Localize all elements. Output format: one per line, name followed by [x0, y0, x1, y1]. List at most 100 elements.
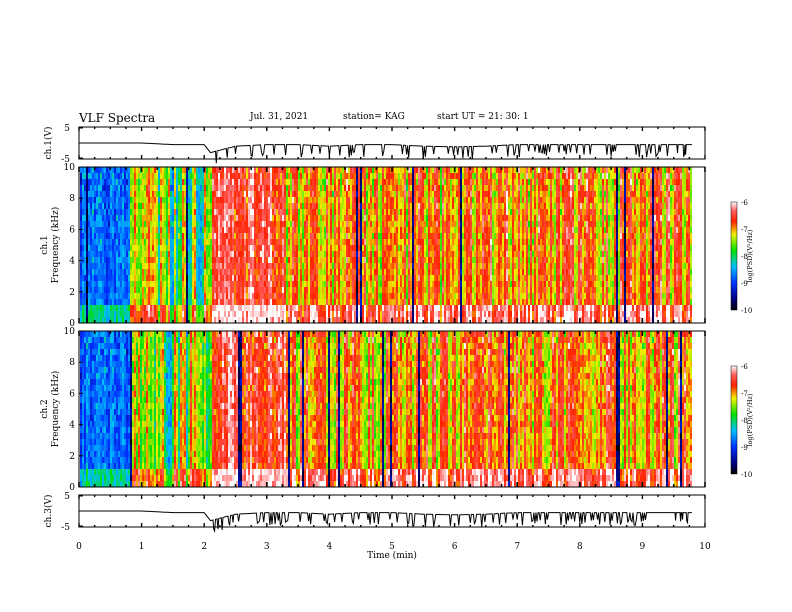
ch1-cell	[194, 227, 196, 234]
ch1-cell	[376, 221, 378, 228]
ch1-cell	[96, 173, 98, 180]
ch1-cell	[362, 203, 364, 210]
ch1-cell	[372, 179, 374, 186]
ch1-cell	[104, 179, 106, 186]
ch1-cell	[290, 263, 292, 270]
ch1-cell	[242, 245, 244, 252]
ch1-cell	[348, 197, 350, 204]
ch1-cell	[94, 269, 96, 276]
ch1-cell	[180, 197, 182, 204]
ch1-cell	[304, 215, 306, 222]
ch1-cell	[362, 197, 364, 204]
ch1-cell	[446, 287, 448, 294]
ch1-cell	[410, 293, 412, 300]
ch1-cell	[248, 227, 250, 234]
ch1-cell	[392, 167, 394, 174]
ch1-cell	[328, 275, 330, 282]
ch1-cell	[194, 269, 196, 276]
ch1-cell	[288, 263, 290, 270]
ch1-cell	[334, 305, 336, 312]
ch1-cell	[434, 293, 436, 300]
ch1-cell	[296, 305, 298, 312]
ch1-cell	[80, 287, 82, 294]
ch1-cell	[374, 257, 376, 264]
ch1-cell	[250, 269, 252, 276]
ch1-cell	[220, 173, 222, 180]
ch1-cell	[94, 305, 96, 312]
ch1-cell	[372, 251, 374, 258]
ch1-cell	[390, 227, 392, 234]
ch1-cell	[196, 185, 198, 192]
ch1-cell	[114, 221, 116, 228]
ch1-cell	[428, 233, 430, 240]
ch1-cell	[432, 251, 434, 258]
ch1-cell	[408, 239, 410, 246]
ch1-cell	[424, 203, 426, 210]
ch1-cell	[230, 305, 232, 312]
ch1-cell	[334, 245, 336, 252]
ch1-cell	[270, 245, 272, 252]
ch1-cell	[330, 275, 332, 282]
ch1-cell	[316, 191, 318, 198]
ch1-cell	[80, 215, 82, 222]
ch1-cell	[178, 185, 180, 192]
ch1-cell	[418, 227, 420, 234]
ch1-cell	[370, 227, 372, 234]
ch1-cell	[264, 281, 266, 288]
ch1-cell	[380, 305, 382, 312]
ch1-cell	[84, 299, 86, 306]
ch1-cell	[136, 305, 138, 312]
ch1-cell	[134, 305, 136, 312]
ch1-cell	[452, 221, 454, 228]
ch1-cell	[122, 191, 124, 198]
ch1-cell	[442, 281, 444, 288]
ch1-cell	[372, 269, 374, 276]
ch1-cell	[208, 185, 210, 192]
ch1-cell	[102, 299, 104, 306]
ch1-cell	[190, 167, 192, 174]
ch1-cell	[390, 287, 392, 294]
ch1-cell	[442, 233, 444, 240]
ch1-cell	[90, 317, 92, 324]
ch1-cell	[192, 257, 194, 264]
ch1-cell	[232, 245, 234, 252]
ch1-cell	[448, 215, 450, 222]
ch1-cell	[452, 167, 454, 174]
ch1-cell	[114, 233, 116, 240]
ch1-cell	[240, 239, 242, 246]
ch1-cell	[248, 263, 250, 270]
ch1-cell	[212, 293, 214, 300]
ch1-cell	[346, 311, 348, 318]
ch1-cell	[174, 179, 176, 186]
ch1-cell	[104, 251, 106, 258]
ch1-cell	[422, 221, 424, 228]
ch1-cell	[374, 263, 376, 270]
ch1-cell	[314, 239, 316, 246]
ch1-cell	[348, 203, 350, 210]
ch1-cell	[442, 293, 444, 300]
ch1-cell	[382, 275, 384, 282]
ch1-cell	[216, 179, 218, 186]
ch1-cell	[130, 167, 132, 174]
ch1-cell	[132, 239, 134, 246]
ch1-cell	[190, 239, 192, 246]
ch1-cell	[94, 287, 96, 294]
ch1-cell	[232, 317, 234, 324]
ch1-cell	[316, 293, 318, 300]
ch1-cell	[118, 251, 120, 258]
ch1-cell	[84, 311, 86, 318]
ch1-cell	[264, 233, 266, 240]
ch1-cell	[360, 257, 362, 264]
ch1-cell	[428, 257, 430, 264]
ch1-cell	[342, 269, 344, 276]
ch1-cell	[208, 167, 210, 174]
ch1-cell	[270, 317, 272, 324]
ch1-cell	[200, 299, 202, 306]
ch1-cell	[194, 245, 196, 252]
ch1-cell	[192, 311, 194, 318]
ch1-cell	[344, 263, 346, 270]
ch1-cell	[172, 197, 174, 204]
ch1-cell	[394, 179, 396, 186]
ch1-cell	[248, 191, 250, 198]
ch1-cell	[112, 245, 114, 252]
